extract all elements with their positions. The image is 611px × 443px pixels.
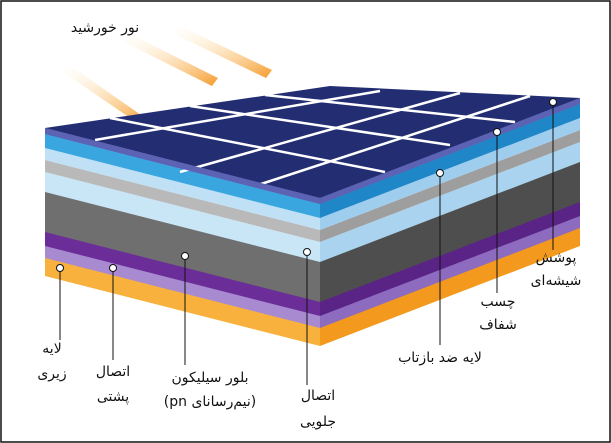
leader-dot <box>181 252 189 260</box>
leader-dot <box>436 169 444 177</box>
layer-front <box>45 172 320 262</box>
layer-front <box>45 148 320 230</box>
panel-grid <box>254 94 531 188</box>
panel-grid <box>264 93 516 124</box>
leader-dot <box>303 248 311 256</box>
layer-label: زیری <box>37 366 66 382</box>
layer-side <box>320 214 580 328</box>
layer-label: بلور سیلیکون <box>171 370 248 386</box>
panel-grid <box>189 104 451 147</box>
layer-front <box>45 190 320 302</box>
layer-label: پوشش <box>536 250 577 266</box>
leader-dot <box>549 98 557 106</box>
leader-dot <box>56 264 64 272</box>
layer-label: لایه ضد بازتاب <box>398 350 482 366</box>
layer-side <box>320 118 580 230</box>
layer-front <box>45 160 320 242</box>
layers <box>45 86 580 346</box>
layer-label: پشتی <box>97 389 129 405</box>
layer-label: شفاف <box>479 317 517 333</box>
layer-label: (نیم‌رسانای pn) <box>164 394 256 410</box>
layer-side <box>320 200 580 316</box>
labels: پوشش شیشه‌ای چسب شفاف لایه ضد بازتاب اتصال جلو… <box>37 98 582 430</box>
layer-front <box>45 230 320 316</box>
panel-grid <box>109 116 386 174</box>
layer-side <box>320 142 580 262</box>
layer-label: اتصال <box>96 364 130 380</box>
leader-dot <box>493 128 501 136</box>
panel-grid <box>94 89 381 142</box>
layer-side <box>320 226 580 346</box>
layer-label: اتصال <box>301 388 335 404</box>
sun-rays <box>60 26 272 126</box>
layer-side <box>320 104 580 218</box>
leader-dot <box>109 264 117 272</box>
layer-label: جلویی <box>300 414 336 430</box>
panel-grid <box>179 91 461 174</box>
layer-front <box>45 256 320 346</box>
layer-label: شیشه‌ای <box>531 273 582 289</box>
sunlight-label: نور خورشید <box>71 20 139 36</box>
layer-label: لایه <box>42 341 61 357</box>
layer-front <box>45 134 320 218</box>
layer-side <box>320 130 580 242</box>
layer-label: چسب <box>481 294 516 310</box>
layer-side <box>320 160 580 302</box>
